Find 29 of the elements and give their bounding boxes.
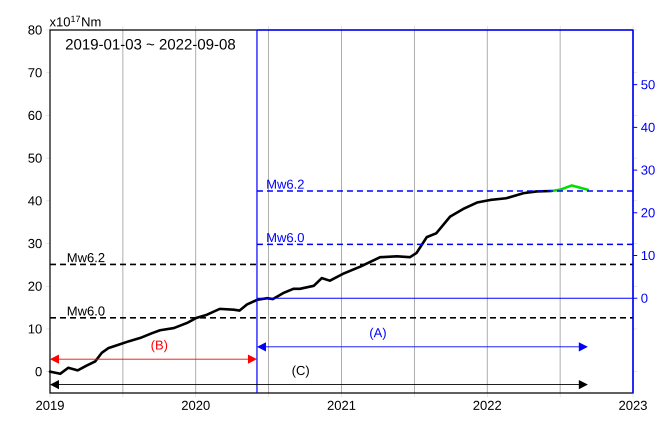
y2-tick-label: 20 <box>641 208 655 218</box>
x-tick-label: 2023 <box>619 400 647 410</box>
y-tick-label: 80 <box>28 25 42 35</box>
ref-line-label: Mw6.0 <box>68 306 105 316</box>
y-tick-label: 40 <box>28 196 42 206</box>
annotation: (B) <box>151 340 168 352</box>
y2-tick-label: 0 <box>641 294 648 303</box>
x-tick-label: 2022 <box>473 400 502 410</box>
y-axis-title: x10$^{17}$Nm <box>50 16 100 26</box>
y2-tick-label: 30 <box>641 165 655 175</box>
annotation: 2019-01-03 ~ 2022-09-08 <box>66 38 236 50</box>
x-tick-label: 2019 <box>36 400 64 410</box>
y2-tick-label: 40 <box>641 122 655 132</box>
annotation: (C) <box>292 366 309 378</box>
y-tick-label: 20 <box>28 282 42 291</box>
y-tick-label: 70 <box>28 68 42 78</box>
y2-tick-label: 50 <box>641 80 655 90</box>
y-tick-label: 10 <box>28 324 42 334</box>
x-tick-label: 2021 <box>328 400 356 410</box>
y2-tick-label: 10 <box>642 250 655 260</box>
y-tick-label: 60 <box>28 110 42 120</box>
y-tick-label: 0 <box>36 367 42 376</box>
y-tick-label: 30 <box>28 238 42 248</box>
annotation: (A) <box>370 328 386 340</box>
x-tick-label: 2020 <box>182 400 210 410</box>
y-tick-label: 50 <box>28 154 42 163</box>
ref-line-label: Mw6.2 <box>68 253 104 262</box>
ref-line-label: Mw6.2 <box>267 180 304 189</box>
ref-line-label: Mw6.0 <box>267 232 304 242</box>
